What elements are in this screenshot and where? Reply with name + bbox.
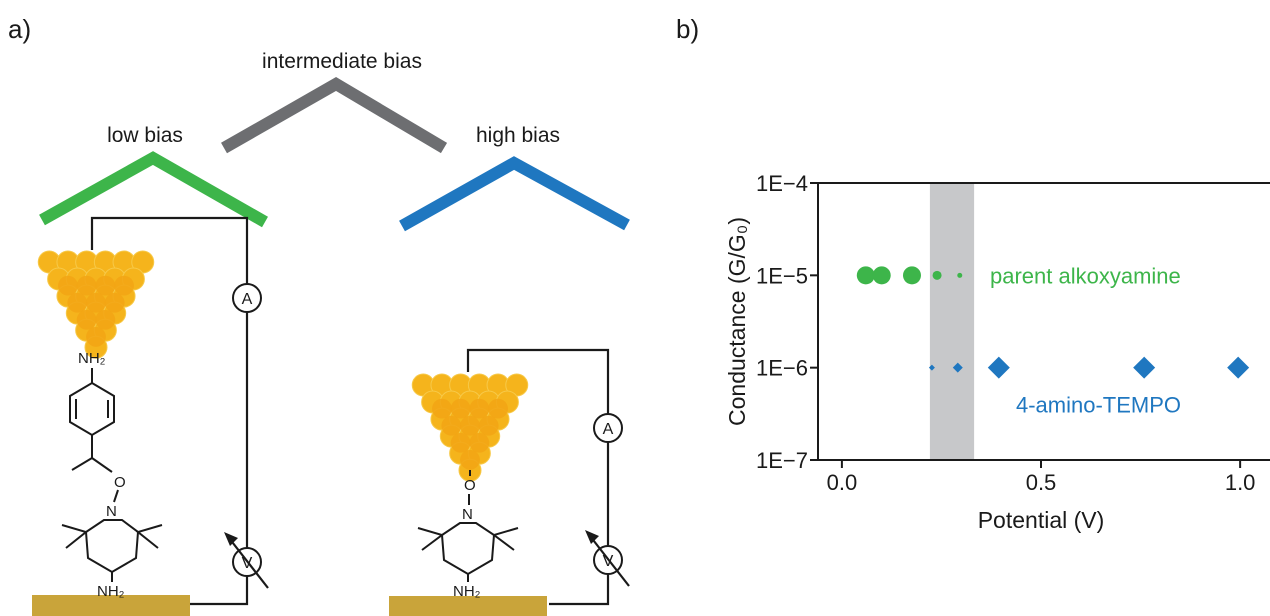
point <box>857 266 875 284</box>
point <box>1227 357 1249 379</box>
point <box>988 357 1010 379</box>
meter-label: A <box>603 421 614 438</box>
intermediate-chevron <box>224 84 444 148</box>
gold-atom <box>469 433 489 453</box>
gold-atom <box>460 450 480 470</box>
gold-atom <box>451 399 471 419</box>
y-tick-label: 1E−5 <box>756 263 808 288</box>
shaded-region <box>930 183 974 460</box>
methyls <box>418 528 442 550</box>
piperidine <box>86 520 138 572</box>
point <box>957 273 962 278</box>
gold-atom <box>77 276 97 296</box>
y-tick-label: 1E−6 <box>756 356 808 381</box>
bond <box>114 490 118 502</box>
point <box>903 266 921 284</box>
gold-atom <box>86 293 106 313</box>
arrow-head <box>585 530 599 544</box>
gold-atom <box>86 327 106 347</box>
x-tick-label: 1.0 <box>1225 470 1256 495</box>
y-tick-label: 1E−4 <box>756 171 808 196</box>
gold-atom <box>95 310 115 330</box>
gold-atom <box>488 399 508 419</box>
point <box>1133 357 1155 379</box>
atom: NH₂ <box>453 583 481 600</box>
atom: O <box>464 477 476 494</box>
atom: N <box>106 503 117 520</box>
panel-a: a) intermediate bias low bias high bias … <box>8 14 629 616</box>
bond <box>72 458 92 470</box>
atom: N <box>462 506 473 523</box>
gold-atom <box>105 293 125 313</box>
atom: NH₂ <box>78 350 106 367</box>
bias-label: high bias <box>476 124 560 147</box>
gold-atom <box>77 310 97 330</box>
gold-tip <box>38 251 154 358</box>
meter-label: A <box>242 291 253 308</box>
gold-atom <box>67 293 87 313</box>
series-label: parent alkoxyamine <box>990 263 1181 288</box>
figure: a) intermediate bias low bias high bias … <box>0 0 1270 616</box>
bias-label: low bias <box>107 124 183 147</box>
gold-atom <box>58 276 78 296</box>
low-chevron <box>42 158 265 222</box>
gold-atom <box>441 416 461 436</box>
gold-atom <box>95 276 115 296</box>
panel-label: b) <box>676 14 699 44</box>
atom: O <box>114 474 126 491</box>
y-axis-label: Conductance (G/G₀) <box>724 217 750 426</box>
high-chevron <box>402 163 627 226</box>
bias-label: intermediate bias <box>262 50 422 73</box>
point <box>933 271 942 280</box>
panel-label: a) <box>8 14 31 44</box>
gold-atom <box>460 416 480 436</box>
atom: NH₂ <box>97 583 125 600</box>
arrow-head <box>224 532 238 546</box>
gold-atom <box>479 416 499 436</box>
gold-tip <box>412 374 528 481</box>
wire <box>549 574 608 604</box>
x-axis-label: Potential (V) <box>978 507 1105 533</box>
methyls <box>494 528 518 550</box>
methyls <box>138 525 162 548</box>
bond <box>92 458 112 472</box>
gold-atom <box>432 399 452 419</box>
point <box>873 266 891 284</box>
x-tick-label: 0.0 <box>827 470 858 495</box>
x-tick-label: 0.5 <box>1026 470 1057 495</box>
wire <box>190 576 247 604</box>
y-tick-label: 1E−7 <box>756 448 808 473</box>
gold-atom <box>451 433 471 453</box>
gold-atom <box>114 276 134 296</box>
series-label: 4-amino-TEMPO <box>1016 393 1181 418</box>
gold-atom <box>469 399 489 419</box>
methyls <box>62 525 86 548</box>
panel-b: b) 1E−7 1E−6 1E−5 1E−4 0.0 0.5 1.0 Potential (V… <box>676 14 1270 533</box>
piperidine <box>442 523 494 574</box>
